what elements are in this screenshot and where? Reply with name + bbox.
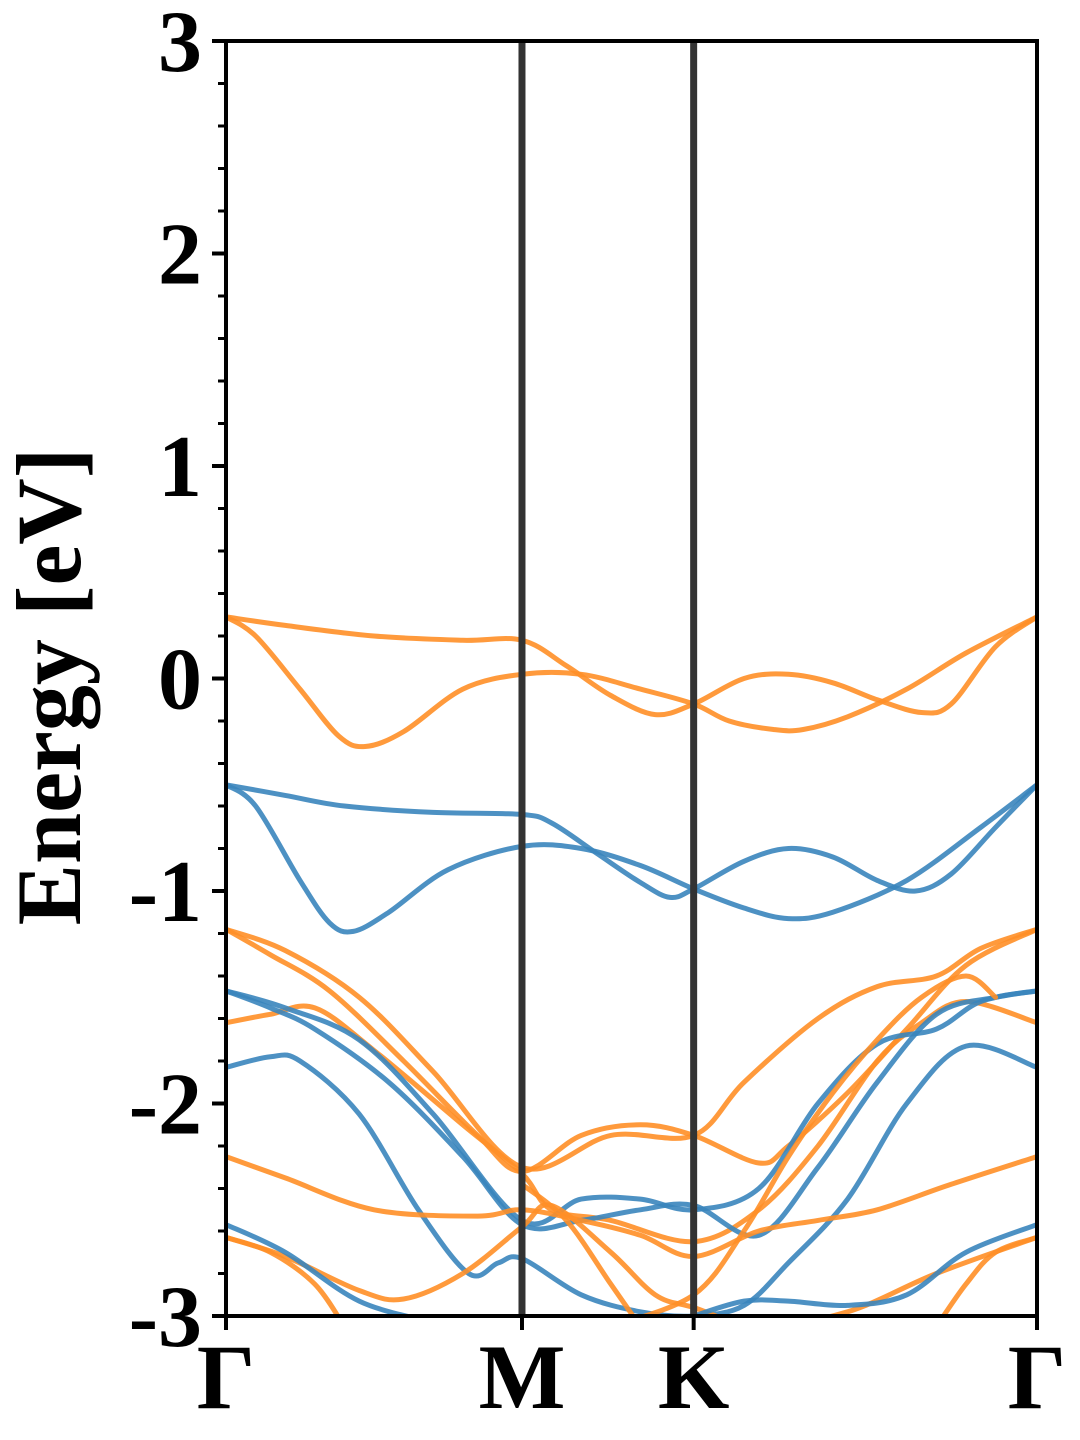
band-line-orange-12 <box>226 1234 341 1316</box>
band-line-blue-9 <box>226 1042 1037 1316</box>
y-axis-ticks: 3 2 1 0 -1 -2 -3 <box>129 0 226 1366</box>
band-line-orange-4 <box>226 926 1037 1172</box>
x-tick-label-Γ: Γ <box>1008 1326 1067 1428</box>
band-line-blue-2 <box>226 782 1037 901</box>
y-axis-label: Energy [eV] <box>0 448 100 926</box>
band-line-orange-10 <box>226 1154 1037 1260</box>
band-line-orange-17 <box>940 1234 1037 1316</box>
band-line-orange-13 <box>519 1181 637 1316</box>
y-tick-label: 2 <box>158 207 202 304</box>
band-line-blue-16 <box>691 1222 1037 1316</box>
band-line-orange-1 <box>226 614 1037 750</box>
y-tick-label: -3 <box>129 1269 202 1366</box>
high-symmetry-dividers <box>518 41 698 1316</box>
x-tick-label-Γ: Γ <box>197 1326 256 1428</box>
y-tick-label: 0 <box>158 632 202 729</box>
y-tick-label: 3 <box>158 0 202 91</box>
y-tick-label: 1 <box>158 419 202 516</box>
band-line-blue-3 <box>226 782 1037 935</box>
x-tick-label-M: M <box>479 1326 566 1428</box>
y-tick-label: -1 <box>129 844 202 941</box>
band-line-blue-8 <box>226 988 1037 1239</box>
y-tick-label: -2 <box>129 1057 202 1154</box>
band-line-orange-11 <box>226 1202 1037 1316</box>
series-layer <box>226 614 1037 1316</box>
x-tick-label-K: K <box>658 1326 730 1428</box>
band-line-orange-14 <box>636 973 999 1316</box>
band-line-orange-0 <box>226 614 1037 718</box>
